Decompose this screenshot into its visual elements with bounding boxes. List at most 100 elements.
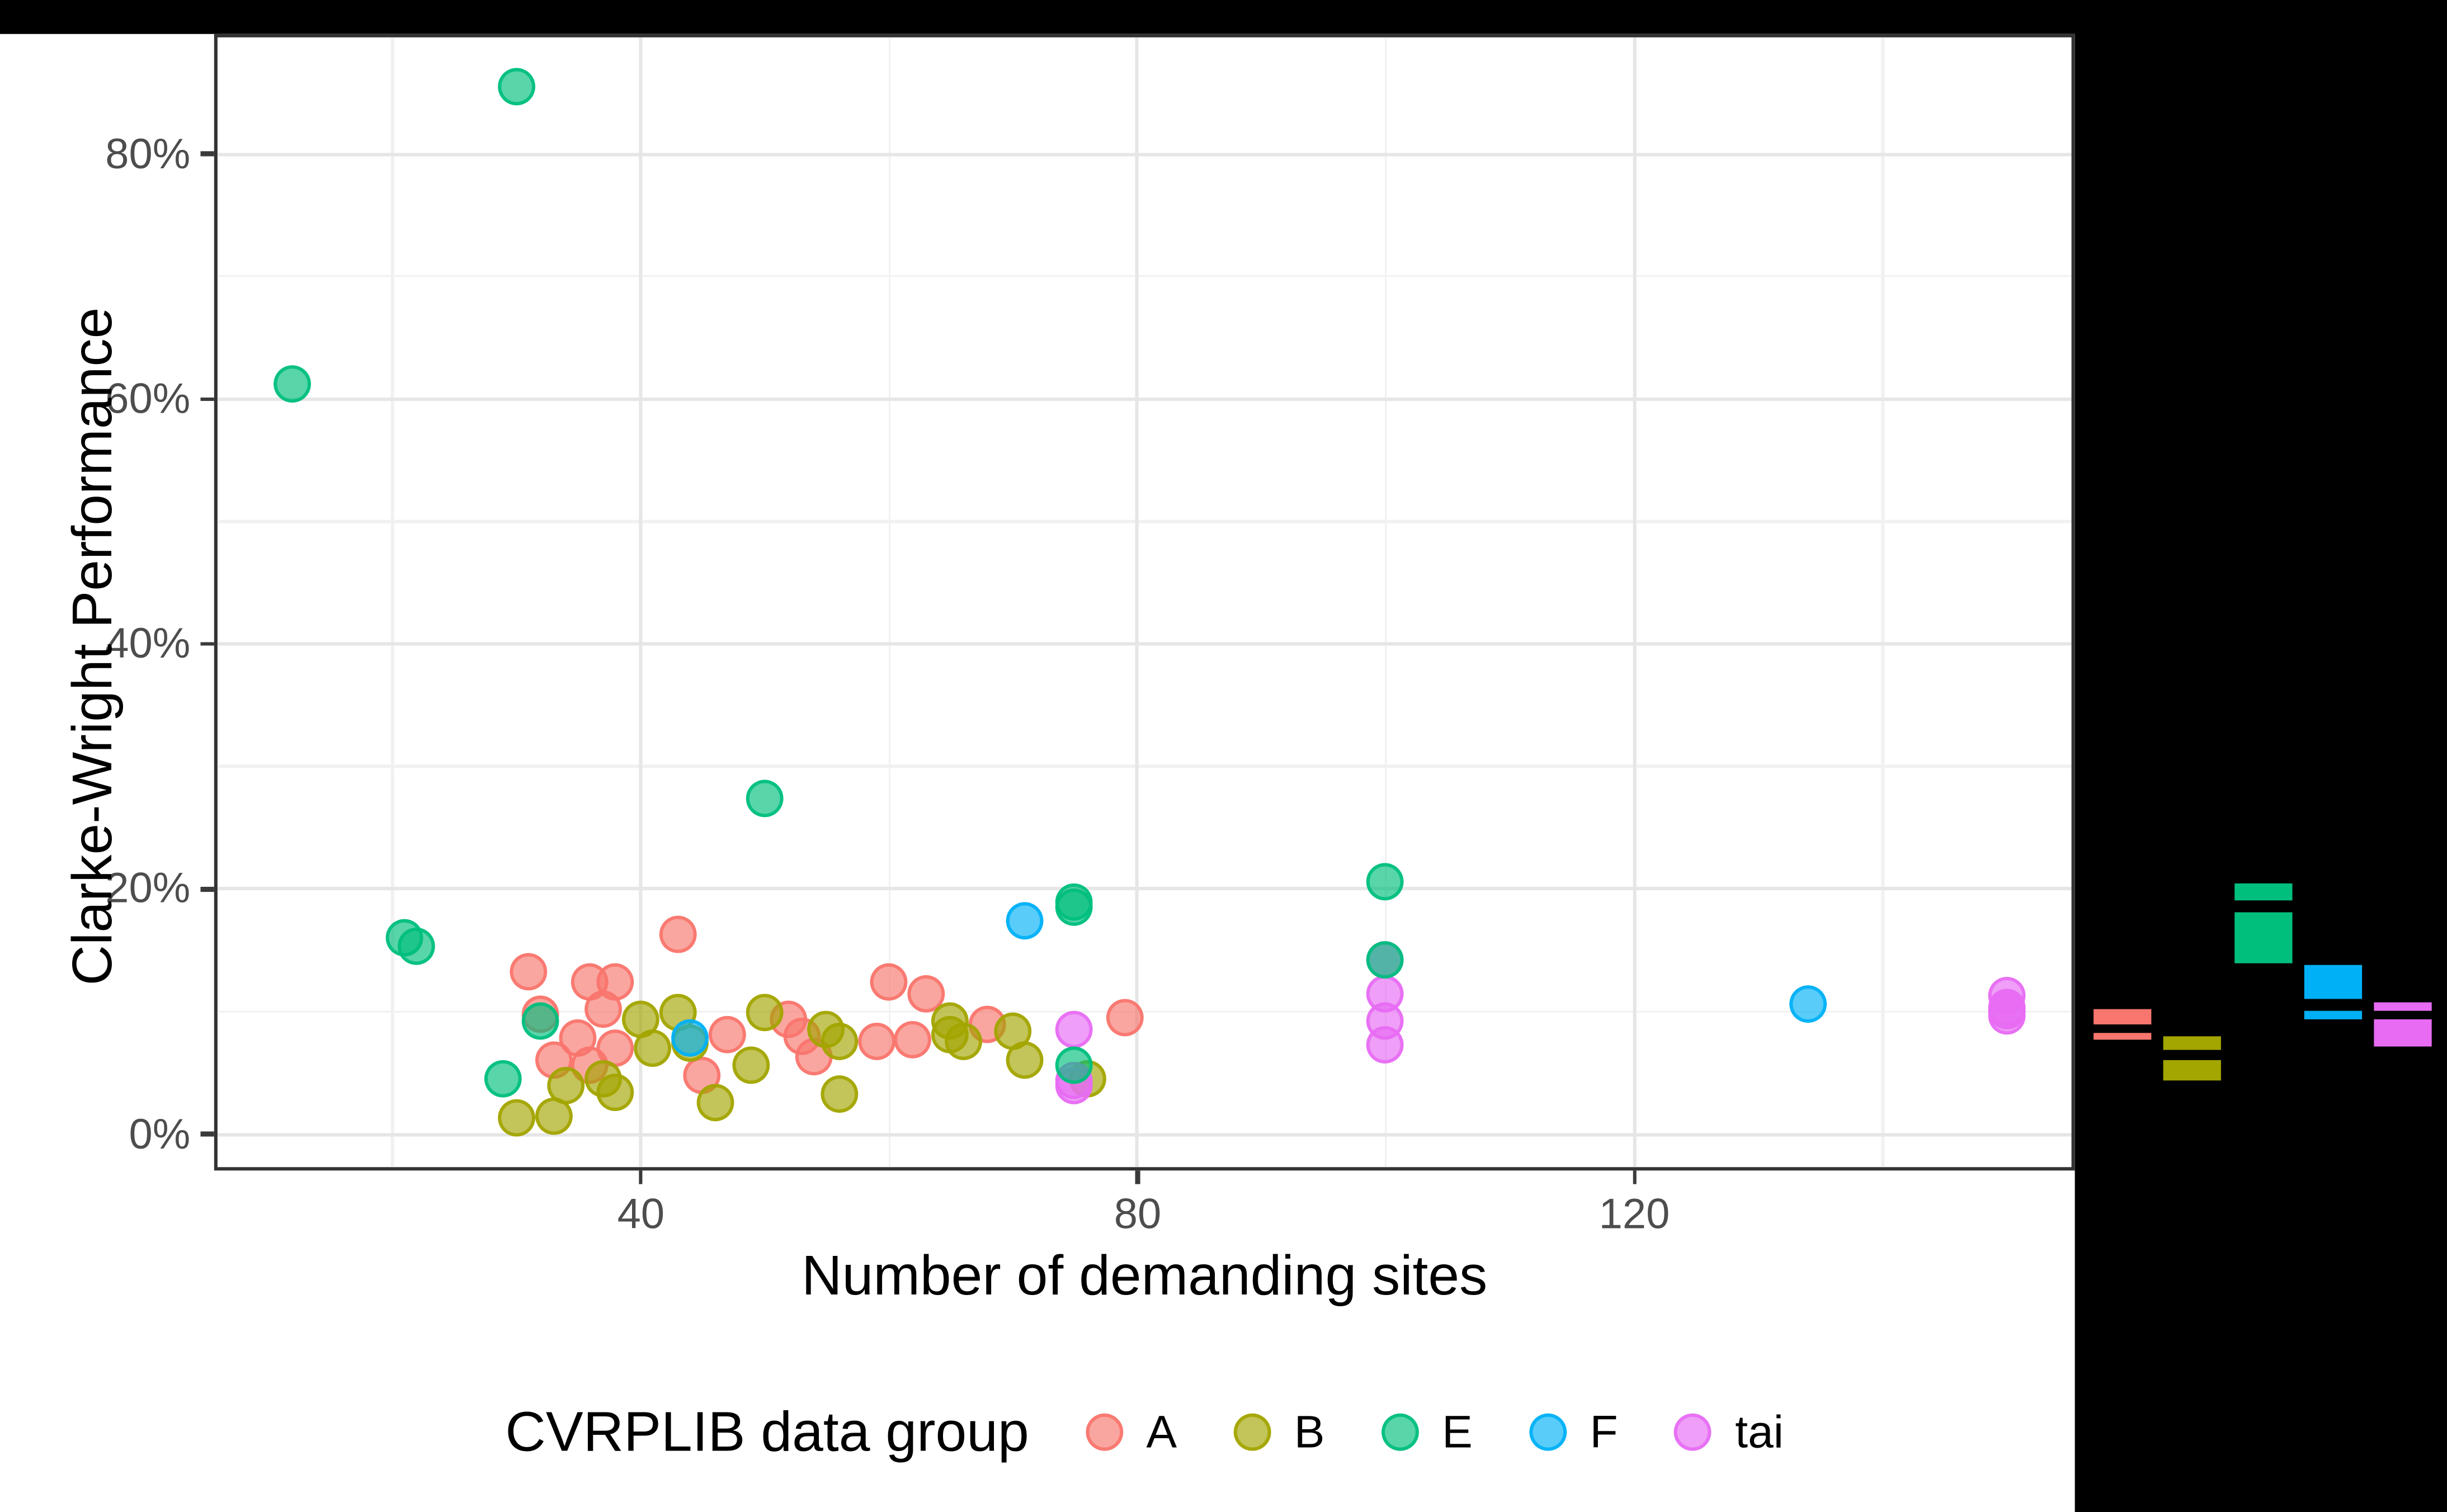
scatter-point-tai [1987, 996, 2025, 1034]
legend-item-A: A [1085, 1406, 1177, 1458]
legend-label-F: F [1590, 1406, 1618, 1457]
x-minor-gridline [391, 37, 394, 1168]
scatter-point-F [1788, 986, 1826, 1023]
scatter-point-F [671, 1020, 709, 1058]
legend-item-B: B [1233, 1406, 1325, 1458]
legend-item-E: E [1380, 1406, 1473, 1458]
scatter-point-F [1006, 901, 1044, 939]
x-minor-gridline [888, 37, 891, 1168]
y-major-gridline [217, 887, 2072, 891]
scatter-point-tai [1366, 1026, 1404, 1064]
x-tick-mark [1135, 1170, 1140, 1184]
y-major-gridline [217, 152, 2072, 156]
scatter-point-B [820, 1075, 858, 1113]
scatter-point-B [944, 1022, 982, 1060]
y-tick-label: 0% [129, 1110, 191, 1158]
x-tick-mark [639, 1170, 643, 1184]
plot-panel [214, 34, 2075, 1171]
y-minor-gridline [217, 1010, 2072, 1013]
scatter-point-A [870, 963, 907, 1001]
y-major-gridline [217, 397, 2072, 401]
y-tick-label: 80% [105, 130, 191, 178]
scatter-point-E [497, 68, 535, 106]
scatter-point-B [696, 1084, 734, 1122]
legend-label-B: B [1294, 1406, 1325, 1457]
boxplot-lower-A [2094, 1032, 2152, 1040]
scatter-point-B [497, 1098, 535, 1136]
x-minor-gridline [1384, 37, 1388, 1168]
boxplot-upper-B [2163, 1036, 2222, 1050]
x-major-gridline [1135, 37, 1140, 1168]
y-tick-mark [200, 886, 214, 891]
y-major-gridline [217, 642, 2072, 646]
scatter-point-B [546, 1066, 584, 1104]
scatter-point-A [658, 916, 696, 953]
legend-item-tai: tai [1673, 1406, 1784, 1458]
boxplot-lower-F [2304, 1010, 2362, 1020]
scatter-point-A [510, 952, 548, 990]
y-tick-label: 20% [105, 865, 191, 913]
x-major-gridline [1632, 37, 1637, 1168]
scatter-point-E [1366, 942, 1404, 979]
y-major-gridline [217, 1132, 2072, 1136]
legend-title: CVRPLIB data group [505, 1400, 1029, 1463]
scatter-point-E [746, 779, 783, 818]
legend-label-E: E [1442, 1406, 1473, 1457]
scatter-point-B [634, 1029, 672, 1067]
boxplot-upper-tai [2374, 1003, 2432, 1010]
x-minor-gridline [1881, 37, 1884, 1168]
scatter-point-E [1056, 1046, 1093, 1084]
scatter-point-E [1366, 863, 1404, 901]
legend-swatch-A [1085, 1413, 1123, 1451]
boxplot-upper-F [2304, 965, 2362, 999]
right-black-margin [2074, 0, 2447, 1512]
y-tick-label: 40% [105, 620, 191, 668]
scatter-point-B [596, 1072, 634, 1111]
boxplot-lower-E [2233, 912, 2292, 963]
legend-swatch-tai [1673, 1413, 1712, 1451]
boxplot-upper-A [2094, 1009, 2152, 1024]
x-tick-label: 40 [617, 1190, 665, 1239]
x-tick-mark [1632, 1170, 1637, 1184]
top-black-margin [0, 0, 2447, 34]
scatter-point-A [708, 1016, 746, 1054]
y-tick-mark [200, 641, 214, 646]
scatter-point-E [274, 365, 312, 402]
x-tick-label: 120 [1599, 1190, 1670, 1239]
x-major-gridline [639, 37, 643, 1168]
scatter-point-E [484, 1060, 522, 1098]
legend-swatch-F [1529, 1413, 1566, 1451]
y-axis-title: Clarke-Wright Performance [60, 307, 124, 986]
y-tick-mark [200, 152, 214, 156]
scatter-point-A [596, 962, 634, 1000]
scatter-point-E [1056, 882, 1093, 920]
scatter-point-B [733, 1047, 771, 1085]
y-minor-gridline [217, 275, 2072, 278]
scatter-point-A [894, 1021, 932, 1059]
legend-label-tai: tai [1735, 1406, 1784, 1457]
scatter-point-B [1006, 1041, 1044, 1079]
scatter-point-E [398, 928, 436, 966]
y-tick-mark [200, 396, 214, 401]
scatter-point-tai [1056, 1012, 1093, 1049]
x-axis-title: Number of demanding sites [801, 1243, 1488, 1307]
scatter-point-E [522, 1001, 560, 1040]
scatter-point-B [820, 1022, 858, 1060]
y-minor-gridline [217, 520, 2072, 523]
boxplot-lower-B [2163, 1059, 2222, 1080]
legend-swatch-E [1380, 1413, 1418, 1451]
scatter-point-A [857, 1022, 895, 1060]
x-tick-label: 80 [1114, 1190, 1162, 1239]
y-tick-mark [200, 1132, 214, 1136]
y-tick-label: 60% [105, 375, 191, 423]
legend-item-F: F [1529, 1406, 1618, 1458]
scatter-point-B [746, 994, 783, 1032]
legend-label-A: A [1146, 1406, 1177, 1457]
boxplot-upper-E [2233, 882, 2292, 901]
y-minor-gridline [217, 765, 2072, 768]
legend-swatch-B [1233, 1413, 1271, 1451]
